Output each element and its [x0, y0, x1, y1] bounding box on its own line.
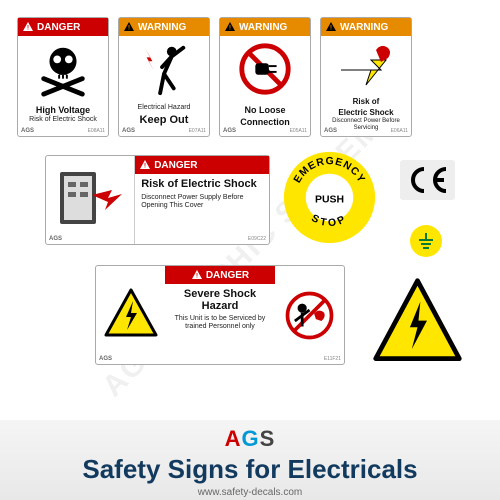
footer-url: www.safety-decals.com: [0, 487, 500, 498]
person-shock-icon: [134, 40, 194, 98]
sign-sub: Risk of Electric Shock: [22, 116, 104, 124]
footer: AGS Safety Signs for Electricals www.saf…: [0, 420, 500, 500]
estop-center: PUSH: [315, 194, 344, 205]
alert-triangle-icon: !: [139, 159, 151, 171]
brand-mark: AGS: [99, 356, 112, 362]
sign-title: Electrical Hazard: [123, 104, 205, 112]
bolt-triangle-icon: [96, 266, 165, 364]
ground-symbol-icon: [410, 225, 442, 257]
logo-s: S: [260, 426, 276, 451]
level-label: WARNING: [340, 22, 388, 33]
brand-mark: AGS: [21, 128, 34, 134]
svg-text:!: !: [330, 26, 332, 32]
panel-shock-icon: [46, 156, 135, 244]
sign-warning-hazard: ! WARNING Electrical Hazard Keep Out AGS…: [118, 17, 210, 137]
sign-danger-severe: ! DANGER Severe Shock Hazard This Unit i…: [95, 265, 345, 365]
sign-code: E07A11: [189, 128, 206, 134]
bolt-hand-icon: [336, 40, 396, 90]
level-label: DANGER: [37, 22, 80, 33]
level-label: DANGER: [206, 270, 249, 281]
sign-canvas: ! DANGER High Voltage Risk of Electric S…: [0, 0, 500, 420]
header-danger: ! DANGER: [135, 156, 269, 174]
prohibition-plug-icon: [235, 40, 295, 98]
sign-title: Severe Shock Hazard: [169, 288, 270, 312]
alert-triangle-icon: !: [22, 21, 34, 33]
sign-title: Risk of Electric Shock: [141, 178, 263, 190]
alert-triangle-icon: !: [123, 21, 135, 33]
ags-logo: AGS: [0, 426, 500, 452]
header-warning: ! WARNING: [220, 18, 310, 36]
alert-triangle-icon: !: [325, 21, 337, 33]
header-warning: ! WARNING: [321, 18, 411, 36]
sign-sub: Disconnect Power Supply Before Opening T…: [141, 194, 263, 209]
sign-sub: Connection: [224, 117, 306, 127]
header-danger: ! DANGER: [18, 18, 108, 36]
sign-warning-no-loose: ! WARNING No Loose Connection AGS E05A11: [219, 17, 311, 137]
alert-triangle-icon: !: [224, 21, 236, 33]
footer-tagline: Safety Signs for Electricals: [0, 454, 500, 485]
svg-text:!: !: [229, 26, 231, 32]
skull-crossbones-icon: [33, 40, 93, 98]
sign-title: No Loose: [224, 105, 306, 115]
warning-triangle-large-icon: [370, 275, 465, 370]
brand-mark: AGS: [324, 128, 337, 134]
sign-code: E08A11: [88, 128, 105, 134]
sign-code: E09C22: [248, 236, 266, 242]
level-label: DANGER: [154, 160, 197, 171]
sign-sub: Electric Shock: [325, 108, 407, 117]
logo-a: A: [225, 426, 242, 451]
sign-sub: Keep Out: [123, 114, 205, 126]
ce-mark: [400, 160, 455, 200]
sign-title: High Voltage: [22, 105, 104, 115]
header-warning: ! WARNING: [119, 18, 209, 36]
alert-triangle-icon: !: [191, 269, 203, 281]
svg-text:!: !: [144, 164, 146, 170]
brand-mark: AGS: [223, 128, 236, 134]
sign-warning-shock: ! WARNING Risk of Electric Shock Disconn…: [320, 17, 412, 137]
sign-code: E11F21: [324, 356, 341, 362]
brand-mark: AGS: [49, 236, 62, 242]
prohibition-hand-icon: [275, 266, 344, 364]
logo-g: G: [242, 426, 260, 451]
emergency-stop-label: EMERGENCY STOP PUSH: [282, 150, 377, 245]
svg-text:!: !: [27, 26, 29, 32]
sign-code: E05A11: [290, 128, 307, 134]
svg-text:!: !: [128, 26, 130, 32]
sign-sub: This Unit is to be Serviced by trained P…: [169, 315, 270, 330]
brand-mark: AGS: [122, 128, 135, 134]
level-label: WARNING: [138, 22, 186, 33]
header-danger: ! DANGER: [165, 266, 274, 284]
level-label: WARNING: [239, 22, 287, 33]
svg-text:!: !: [196, 274, 198, 280]
sign-code: E06A11: [391, 128, 408, 134]
sign-danger-high-voltage: ! DANGER High Voltage Risk of Electric S…: [17, 17, 109, 137]
sign-title: Risk of: [325, 97, 407, 106]
sign-danger-cover: ! DANGER Risk of Electric Shock Disconne…: [45, 155, 270, 245]
